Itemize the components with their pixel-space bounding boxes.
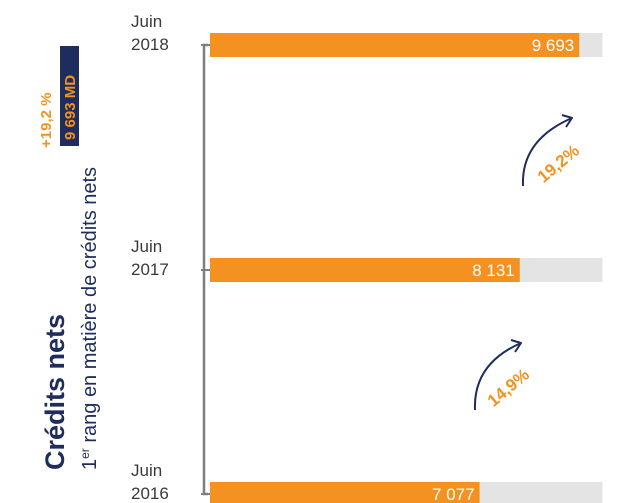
badge-value: 9 693 MD <box>62 75 79 140</box>
growth-arrow <box>521 117 573 187</box>
category-month-label: Juin <box>131 461 162 480</box>
bar <box>210 258 520 282</box>
bar <box>210 482 480 503</box>
growth-arrowhead <box>510 339 522 353</box>
bar-value-label: 7 077 <box>432 485 475 503</box>
growth-arrowhead <box>561 114 573 128</box>
growth-label: 14,9% <box>484 365 533 411</box>
category-month-label: Juin <box>131 237 162 256</box>
badge-value-background <box>60 46 79 146</box>
side-title: Crédits nets <box>40 314 70 470</box>
growth-label: 19,2% <box>534 141 583 187</box>
subtitle-superscript: er <box>78 448 92 459</box>
growth-arrow <box>473 342 522 411</box>
bar-value-label: 9 693 <box>532 36 575 55</box>
category-year-label: 2018 <box>131 35 169 54</box>
side-panel: Crédits nets 1er rang en matière de créd… <box>38 46 101 470</box>
category-year-label: 2017 <box>131 260 169 279</box>
subtitle-prefix: 1 <box>79 459 101 470</box>
category-month-label: Juin <box>131 12 162 31</box>
bar-value-label: 8 131 <box>472 261 515 280</box>
badge-growth: +19,2 % <box>38 93 55 148</box>
side-subtitle: 1er rang en matière de crédits nets <box>78 167 101 470</box>
bar-chart: Juin 2018 9 693 Juin 2017 8 131 Juin 2016 7 077 1… <box>131 12 603 503</box>
bar <box>210 33 580 57</box>
subtitle-rest: rang en matière de crédits nets <box>79 167 101 448</box>
category-year-label: 2016 <box>131 484 169 503</box>
